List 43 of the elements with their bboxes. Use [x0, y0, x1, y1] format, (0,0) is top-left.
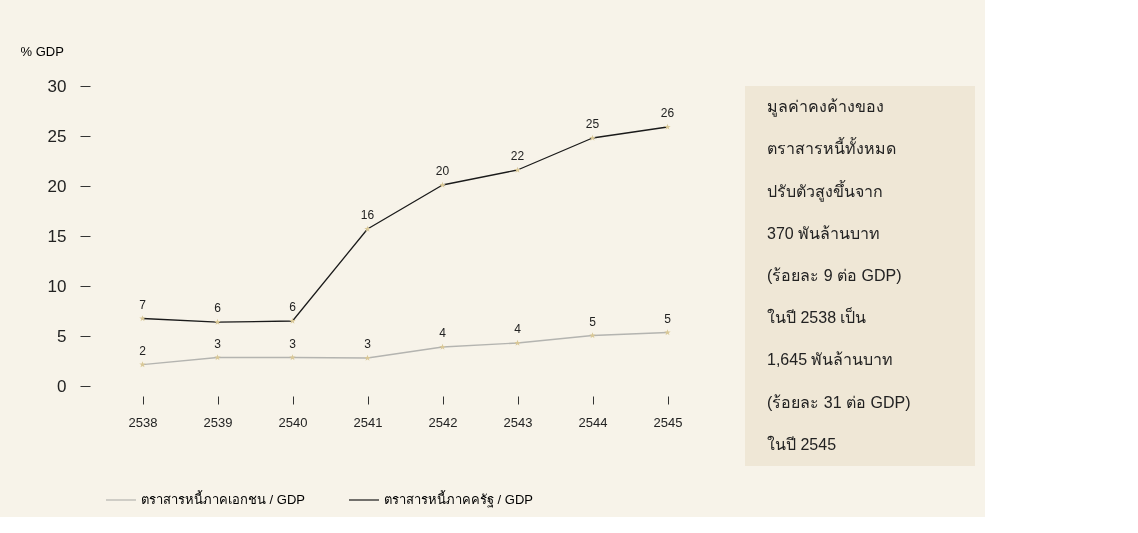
data-label: 2	[139, 343, 147, 358]
data-label: 20	[435, 164, 450, 178]
y-tick-label: 25	[47, 126, 67, 146]
data-label: 5	[589, 314, 597, 329]
x-tick-label: 2542	[428, 414, 458, 430]
point	[139, 361, 146, 368]
data-label: 3	[364, 337, 372, 351]
x-tick-label: 2545	[653, 414, 683, 430]
data-label: 3	[214, 336, 222, 351]
point	[289, 354, 296, 361]
point	[364, 354, 371, 361]
text: มูลค่าคงค้างของ ตราสารหนี้ทั้งหมด ปรับตัวสูงขึ้นจาก 370 พันล้านบาท (ร้อยละ 9 ต่อ GDP) ในปี 2538 เป็น 1,645 พันล้านบาท (ร้อยละ 31 ต่อ GDP) ในปี 2545	[767, 98, 911, 453]
y-tick-label: 5	[57, 326, 67, 346]
data-label: 25	[585, 117, 600, 131]
data-label: 3	[289, 336, 297, 351]
point	[514, 339, 521, 346]
legend-label: ตราสารหนี้ภาคครัฐ / GDP	[384, 490, 534, 508]
y-tick-label: 15	[47, 226, 67, 246]
x-tick-label: 2541	[353, 414, 383, 430]
data-label: 7	[139, 297, 147, 312]
point	[439, 343, 446, 350]
data-label: 5	[664, 311, 672, 326]
point	[664, 329, 671, 336]
point	[214, 354, 221, 361]
y-tick-label: 30	[47, 76, 67, 96]
legend-label: ตราสารหนี้ภาคเอกชน / GDP	[141, 490, 306, 507]
data-label: 4	[514, 322, 522, 336]
x-tick-label: 2539	[203, 414, 233, 430]
x-tick-label: 2543	[503, 414, 533, 430]
x-tick-label: 2540	[278, 414, 308, 430]
data-label: 4	[439, 326, 447, 340]
x-tick-label: 2544	[578, 414, 608, 430]
x-tick-label: 2538	[128, 414, 158, 430]
y-tick-label: 10	[47, 276, 67, 296]
y-tick-label: 20	[47, 176, 67, 196]
data-label: 6	[214, 301, 222, 316]
data-label: 16	[360, 208, 375, 222]
data-label: 6	[289, 300, 297, 314]
y-tick-label: 0	[57, 376, 67, 396]
y-axis-title: % GDP	[20, 43, 64, 59]
point	[589, 332, 596, 339]
data-label: 22	[510, 149, 525, 163]
data-label: 26	[660, 106, 675, 120]
